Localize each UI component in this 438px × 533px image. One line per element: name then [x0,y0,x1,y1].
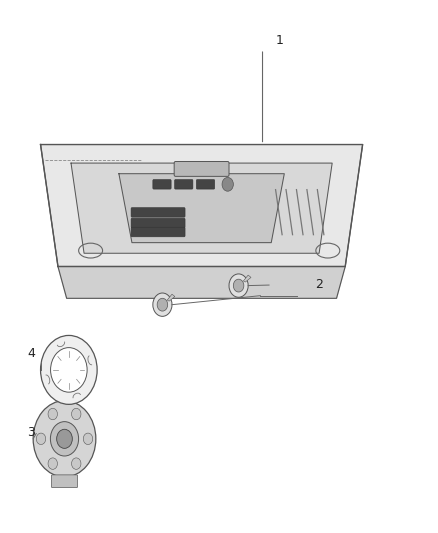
Circle shape [50,348,87,392]
Polygon shape [41,144,363,266]
Circle shape [153,293,172,317]
Polygon shape [167,294,175,301]
Circle shape [48,458,57,470]
Circle shape [222,177,233,191]
Circle shape [57,429,72,448]
FancyBboxPatch shape [51,475,78,488]
FancyBboxPatch shape [131,218,185,228]
FancyBboxPatch shape [174,161,229,176]
Text: 4: 4 [28,346,35,360]
FancyBboxPatch shape [175,180,193,189]
FancyBboxPatch shape [131,227,185,237]
Text: 1: 1 [276,34,283,47]
Text: 3: 3 [28,426,35,439]
Circle shape [71,458,81,470]
Circle shape [41,335,97,405]
Circle shape [36,433,46,445]
Polygon shape [58,266,345,298]
Polygon shape [71,163,332,253]
Circle shape [157,298,168,311]
Polygon shape [119,174,284,243]
Circle shape [83,433,93,445]
FancyBboxPatch shape [153,180,171,189]
Circle shape [229,274,248,297]
Polygon shape [244,275,251,282]
FancyBboxPatch shape [196,180,215,189]
Circle shape [48,408,57,420]
FancyBboxPatch shape [131,208,185,217]
Circle shape [233,279,244,292]
Circle shape [71,408,81,420]
Text: 2: 2 [315,278,323,290]
Circle shape [50,422,78,456]
Circle shape [33,401,96,477]
